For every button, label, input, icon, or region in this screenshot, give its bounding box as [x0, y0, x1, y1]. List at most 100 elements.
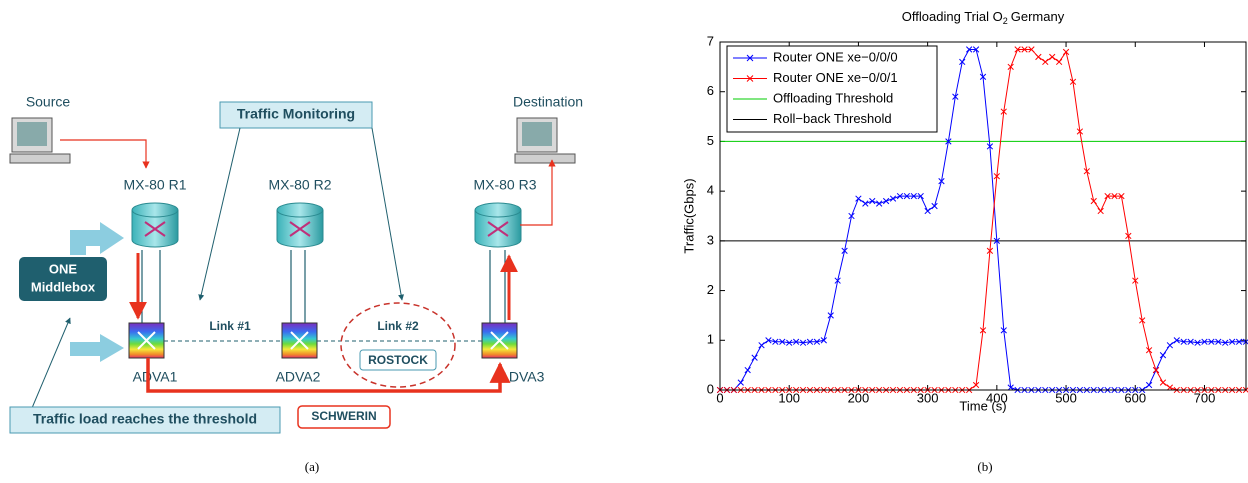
rostock-label: ROSTOCK [368, 353, 428, 367]
marker [1118, 192, 1125, 200]
marker [1152, 366, 1160, 374]
threshold-note: Traffic load reaches the threshold [33, 411, 257, 427]
destination-label: Destination [513, 94, 583, 110]
y-axis-label: Traffic(Gbps) [681, 178, 696, 253]
marker [1166, 342, 1174, 349]
marker [1145, 347, 1153, 354]
y-tick-label: 1 [707, 332, 714, 347]
marker [1180, 338, 1187, 345]
router-label: MX-80 R1 [123, 177, 186, 193]
marker [1083, 168, 1090, 175]
title-part: Offloading Trial O [902, 9, 1003, 24]
marker [924, 207, 931, 215]
legend-label: Router ONE xe−0/0/1 [773, 70, 898, 85]
marker [820, 337, 827, 344]
marker [862, 200, 869, 207]
dest-arrow [520, 159, 556, 226]
marker [1166, 384, 1174, 391]
router-links [141, 250, 506, 323]
marker [779, 338, 786, 345]
x-tick-label: 200 [848, 390, 870, 405]
marker [959, 58, 966, 66]
marker [1159, 379, 1167, 386]
marker [1069, 78, 1077, 85]
marker [1104, 192, 1111, 200]
threshold-box [9, 406, 281, 434]
marker [966, 46, 973, 53]
y-tick-label: 4 [707, 183, 714, 198]
marker [834, 277, 841, 284]
y-tick-label: 0 [707, 381, 714, 396]
marker [1229, 338, 1236, 345]
marker [1159, 352, 1167, 359]
x-tick-label: 700 [1194, 390, 1216, 405]
marker [1139, 317, 1146, 324]
monitoring-box [219, 101, 373, 129]
marker [1090, 197, 1097, 205]
legend-label: Offloading Threshold [773, 90, 893, 105]
y-tick-label: 2 [707, 282, 714, 297]
marker [1235, 338, 1243, 345]
marker [751, 354, 758, 361]
marker [799, 339, 807, 346]
marker [1215, 338, 1222, 345]
marker [813, 338, 821, 345]
marker [1028, 46, 1035, 53]
marker [938, 178, 945, 185]
marker [1049, 53, 1056, 61]
source-label: Source [26, 94, 71, 110]
marker [910, 192, 917, 200]
switch-label: ADVA2 [276, 369, 321, 385]
marker [903, 192, 911, 200]
legend-swatch [746, 54, 754, 62]
caption: (b) [977, 459, 992, 474]
marker [1125, 232, 1132, 240]
marker [1145, 381, 1153, 389]
y-tick-label: 5 [707, 133, 714, 148]
marker [1014, 46, 1021, 53]
rostock-box [359, 349, 437, 371]
marker [1097, 207, 1104, 215]
source-arrow [60, 139, 150, 169]
y-tick-label: 6 [707, 83, 714, 98]
x-tick-label: 500 [1055, 390, 1077, 405]
marker [1055, 58, 1063, 66]
schwerin-path [146, 358, 511, 393]
y-tick-label: 7 [707, 33, 714, 48]
marker [737, 379, 744, 386]
marker [972, 46, 980, 53]
link-label: Link #1 [209, 319, 251, 333]
marker [848, 212, 855, 220]
switch-label: ADVA3 [500, 369, 545, 385]
switch-label: ADVA1 [133, 369, 178, 385]
x-tick-label: 600 [1124, 390, 1146, 405]
y-tick-label: 3 [707, 232, 714, 247]
marker [979, 327, 987, 334]
marker [1007, 384, 1014, 391]
marker [1187, 338, 1194, 345]
routers [131, 202, 522, 248]
legend-label: Router ONE xe−0/0/0 [773, 49, 898, 64]
x-tick-label: 0 [716, 390, 723, 405]
marker [1062, 48, 1070, 56]
plot-border [719, 41, 1247, 391]
source-computer [9, 117, 71, 164]
marker [979, 73, 987, 80]
marker [1076, 128, 1084, 135]
x-axis-label: Time (s) [959, 398, 1006, 413]
legend-swatch [746, 75, 754, 82]
marker [827, 312, 834, 319]
marker [1042, 58, 1049, 66]
marker [1007, 63, 1014, 71]
x-tick-label: 100 [778, 390, 800, 405]
marker [889, 195, 897, 202]
legend-label: Roll−back Threshold [773, 111, 892, 126]
chart-title: Offloading Trial O2 Germany [902, 9, 1065, 26]
monitor-line [198, 127, 241, 301]
marker [744, 366, 751, 374]
marker [1021, 46, 1028, 53]
threshold-line [31, 317, 71, 409]
link-label: Link #2 [377, 319, 419, 333]
marker [952, 93, 959, 100]
